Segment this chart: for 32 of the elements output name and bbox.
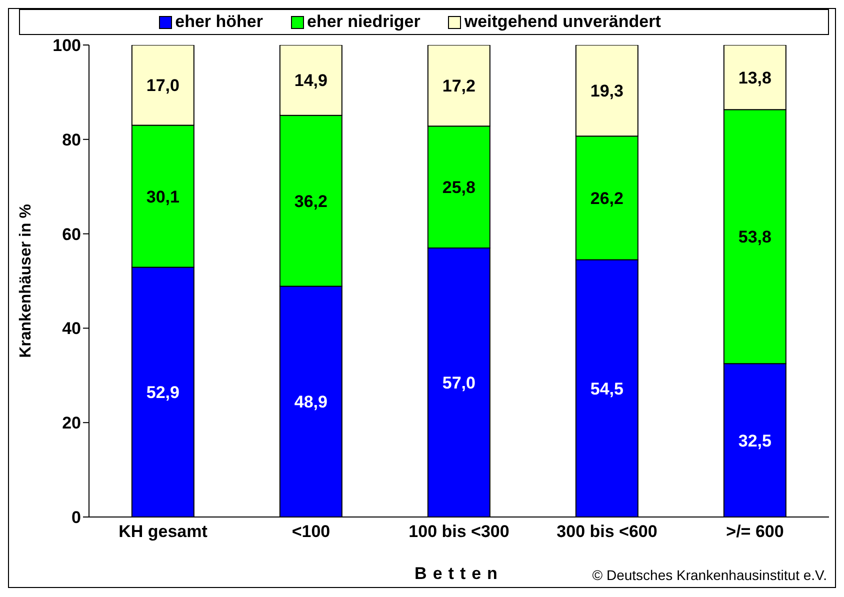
data-label: 14,9 — [294, 71, 328, 90]
x-tick-label: >/= 600 — [726, 522, 784, 542]
x-axis-title: Betten — [414, 564, 504, 583]
y-tick-label: 100 — [52, 36, 81, 56]
data-label: 26,2 — [590, 188, 624, 208]
text: © Deutsches Krankenhausinstitut e.V. — [592, 567, 827, 583]
x-tick-label: KH gesamt — [118, 522, 208, 542]
data-label: 25,8 — [442, 178, 476, 198]
data-label: 13,8 — [738, 68, 772, 88]
y-tick-label: 20 — [62, 414, 81, 433]
data-label: 17,0 — [146, 76, 180, 96]
y-tick-label: 40 — [62, 319, 81, 338]
data-label: 17,2 — [442, 76, 476, 96]
y-tick-label: 60 — [62, 224, 81, 244]
data-label: 54,5 — [590, 379, 624, 398]
legend-label: eher höher — [174, 12, 263, 32]
data-label: 53,8 — [738, 228, 772, 247]
data-label: 48,9 — [294, 392, 328, 412]
x-tick-label: 300 bis <600 — [556, 522, 658, 542]
y-axis-title: Krankenhäuser in % — [18, 204, 35, 358]
data-label: 52,9 — [146, 383, 180, 402]
data-label: 30,1 — [146, 187, 180, 206]
legend-label: eher niedriger — [306, 12, 420, 32]
data-label: 19,3 — [590, 82, 624, 101]
x-tick-label: 100 bis <300 — [408, 522, 510, 542]
data-label: 57,0 — [442, 373, 476, 392]
y-tick-label: 0 — [72, 508, 81, 528]
legend-label: weitgehend unverändert — [463, 12, 661, 32]
data-label: 36,2 — [294, 192, 328, 211]
y-tick-label: 80 — [62, 130, 81, 150]
data-label: 32,5 — [738, 431, 772, 450]
x-tick-label: <100 — [292, 522, 330, 542]
